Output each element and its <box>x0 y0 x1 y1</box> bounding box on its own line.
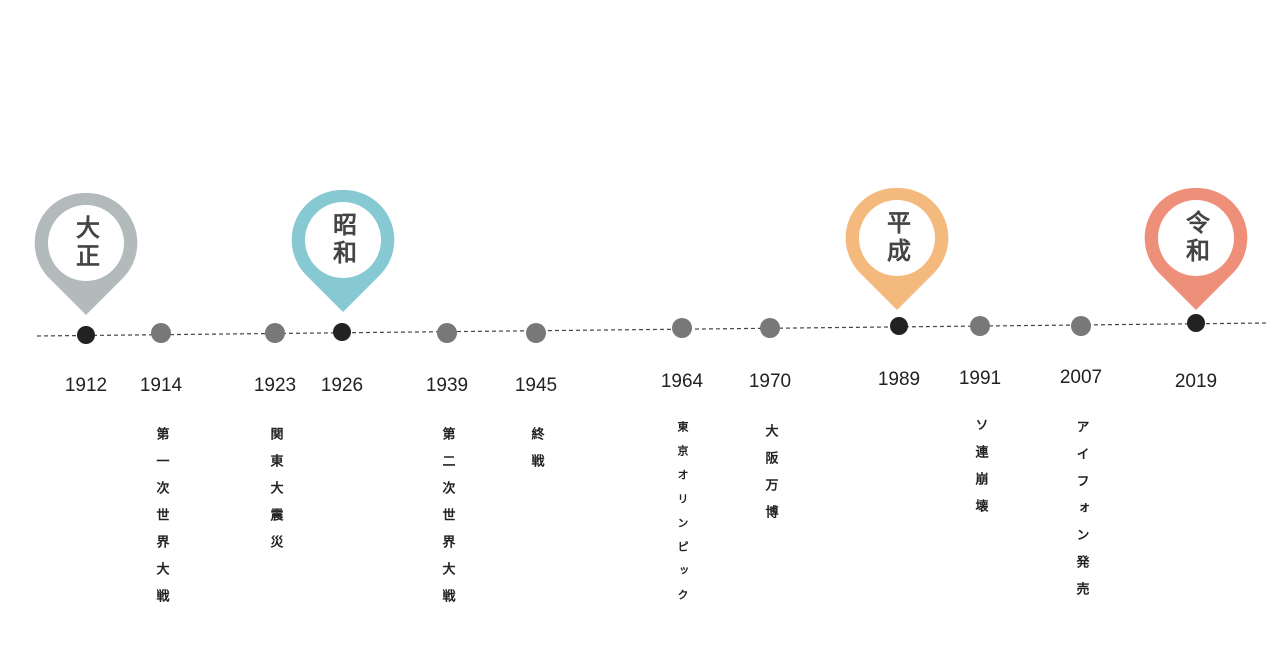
timeline-dot-1989 <box>890 317 908 335</box>
timeline-dot-1964 <box>672 318 692 338</box>
timeline-dot-2019 <box>1187 314 1205 332</box>
timeline-dot-1914 <box>151 323 171 343</box>
timeline-line <box>36 322 1269 337</box>
year-label: 1912 <box>64 375 108 396</box>
era-pin-showa: 昭和 <box>291 188 395 312</box>
year-label: 1964 <box>660 371 704 392</box>
year-label: 1989 <box>877 369 921 390</box>
event-label: 大阪万博 <box>762 424 778 532</box>
year-label: 1923 <box>253 375 297 396</box>
event-label: 関東大震災 <box>267 427 283 562</box>
year-label: 1926 <box>320 375 364 396</box>
year-label: 1914 <box>139 375 183 396</box>
year-label: 1970 <box>748 371 792 392</box>
year-label: 1939 <box>425 375 469 396</box>
year-label: 1991 <box>958 368 1002 389</box>
timeline-dot-1923 <box>265 323 285 343</box>
event-label: 終戦 <box>528 427 544 481</box>
timeline-dot-1912 <box>77 326 95 344</box>
era-label: 昭和 <box>328 212 357 268</box>
timeline-dot-1926 <box>333 323 351 341</box>
year-label: 2019 <box>1174 371 1218 392</box>
timeline-dot-2007 <box>1071 316 1091 336</box>
timeline-dot-1945 <box>526 323 546 343</box>
timeline-dot-1939 <box>437 323 457 343</box>
era-label: 平成 <box>882 210 911 266</box>
event-label: アイフォン発売 <box>1073 420 1089 609</box>
timeline-dot-1970 <box>760 318 780 338</box>
event-label: ソ連崩壊 <box>972 418 988 526</box>
era-label: 令和 <box>1181 210 1210 266</box>
event-label: 第二次世界大戦 <box>439 427 455 616</box>
event-label: 東京オリンピック <box>676 421 689 613</box>
era-label: 大正 <box>71 215 100 271</box>
timeline-dot-1991 <box>970 316 990 336</box>
year-label: 2007 <box>1059 367 1103 388</box>
era-pin-taisho: 大正 <box>34 191 138 315</box>
era-pin-reiwa: 令和 <box>1144 186 1248 310</box>
era-pin-heisei: 平成 <box>845 186 949 310</box>
event-label: 第一次世界大戦 <box>153 427 169 616</box>
year-label: 1945 <box>514 375 558 396</box>
